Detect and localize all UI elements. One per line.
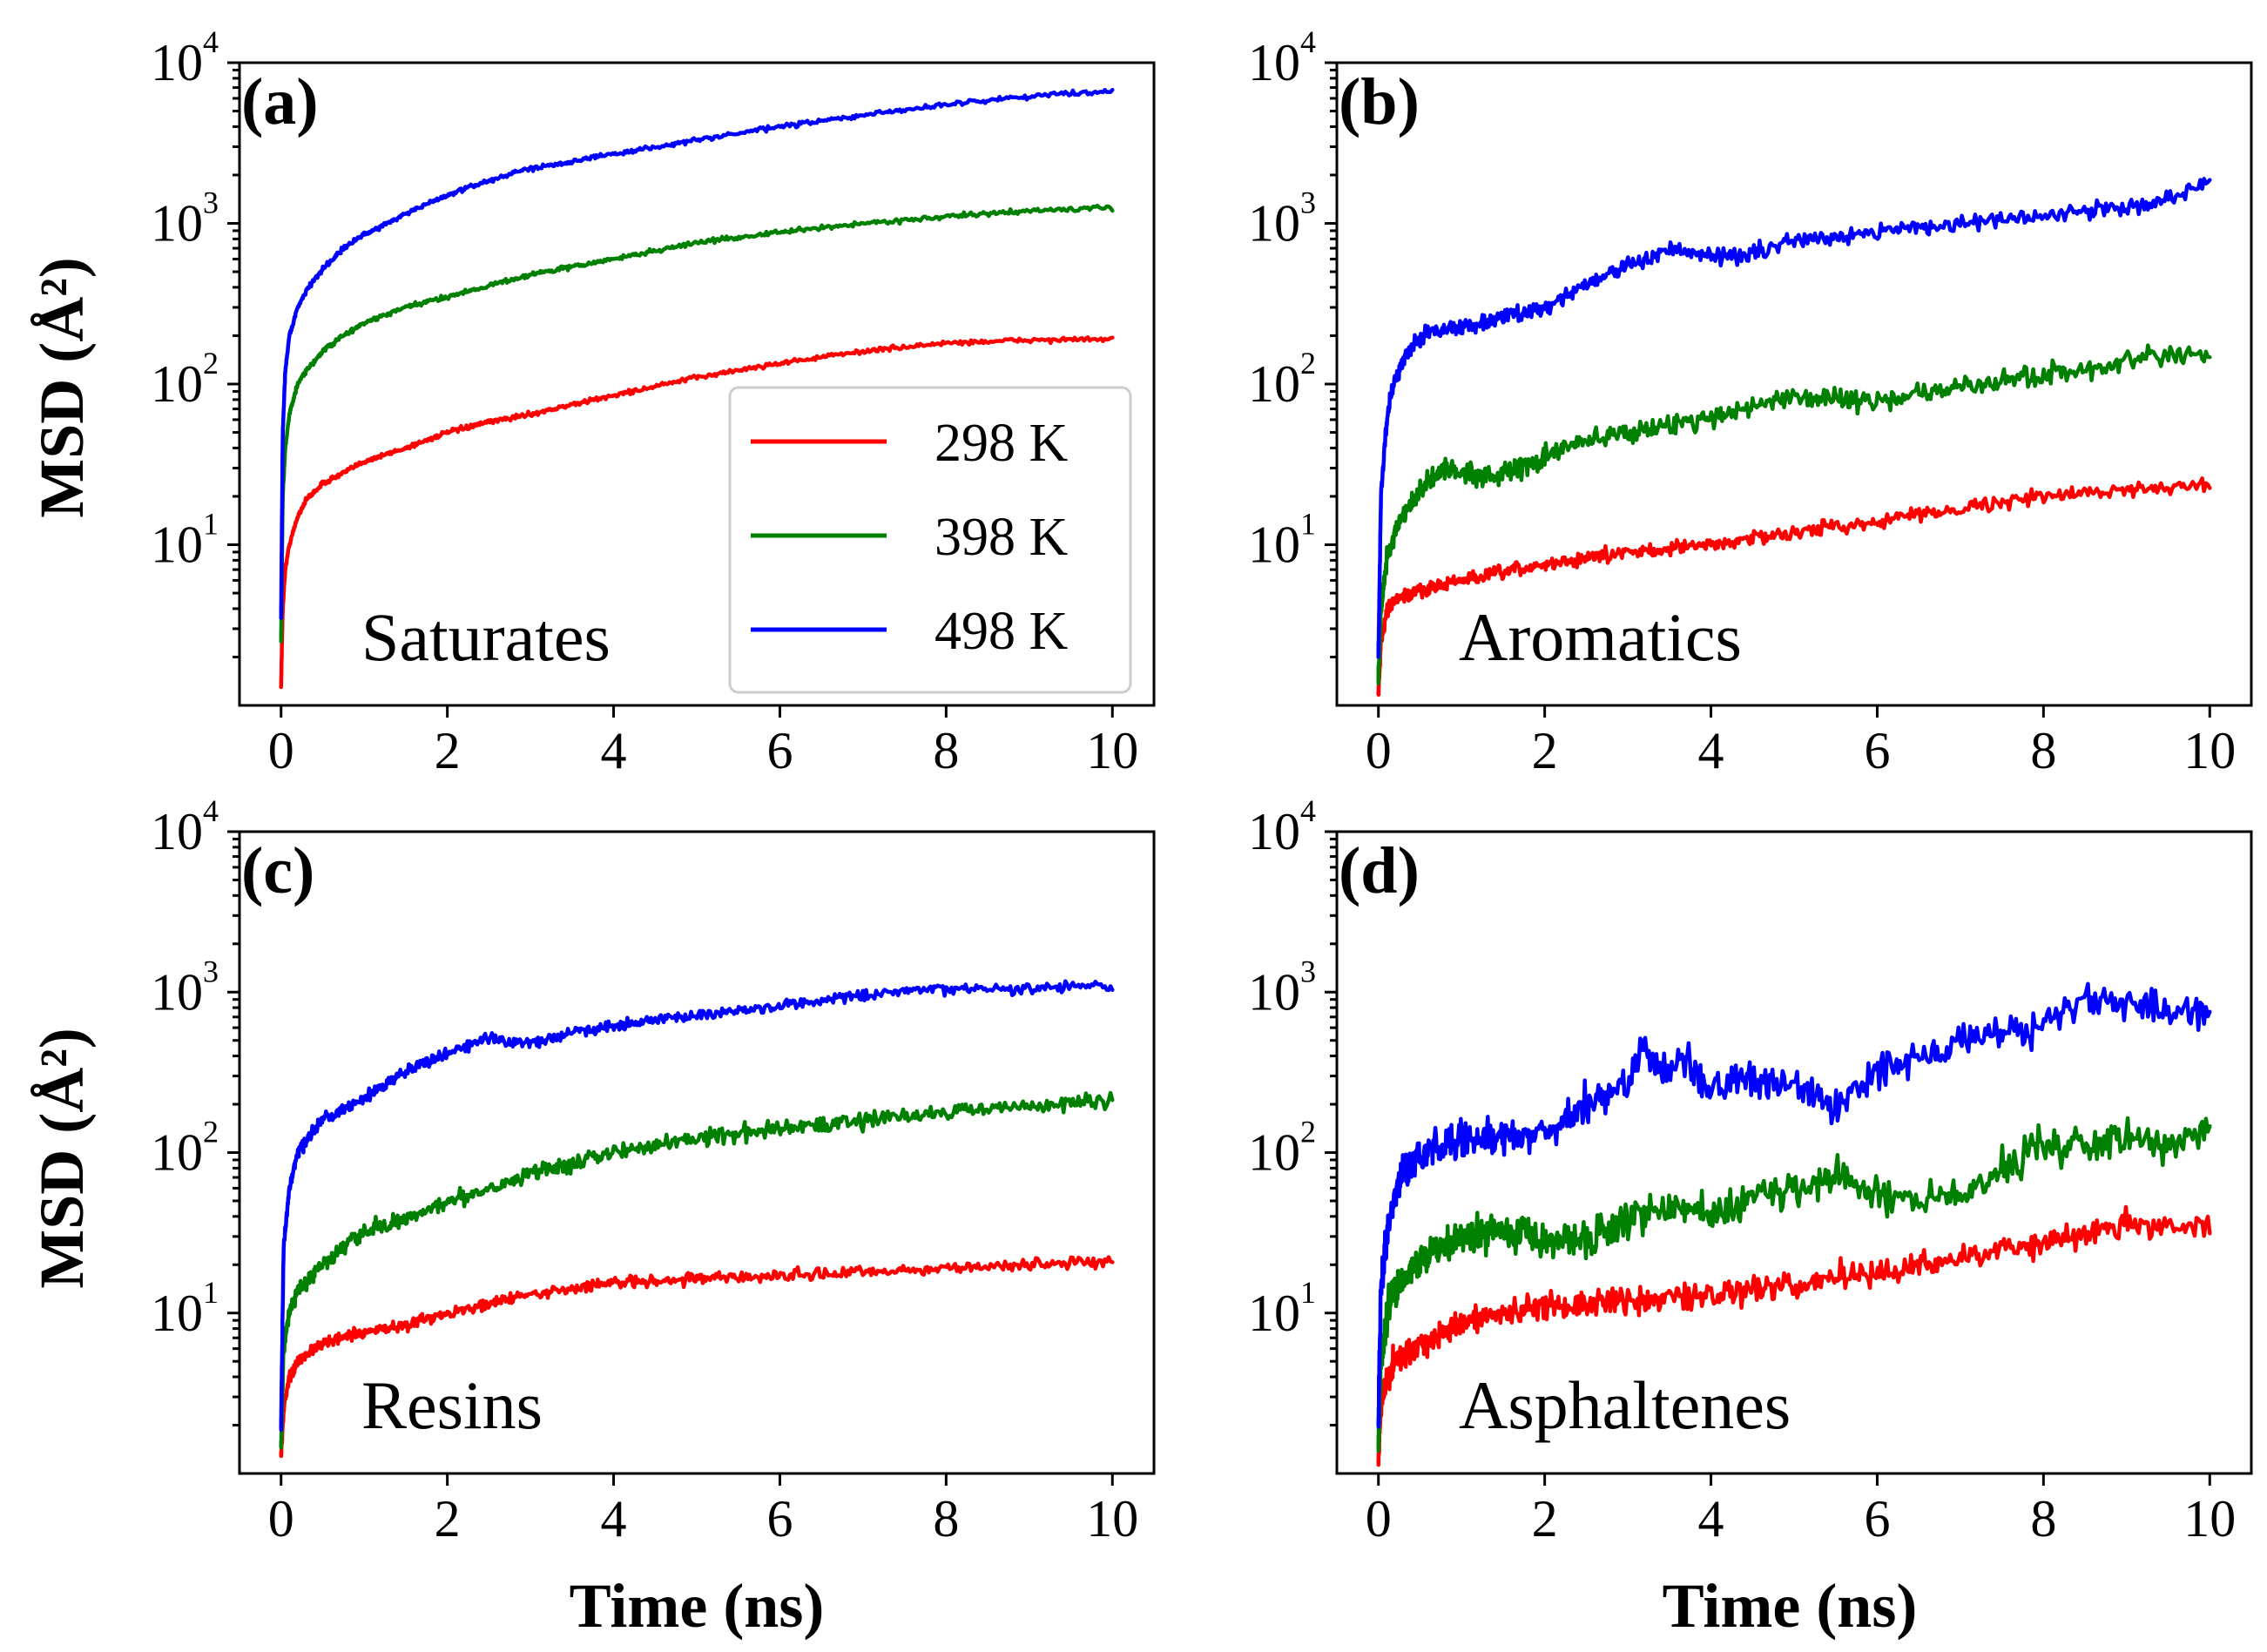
x-tick-label: 8 [933,1490,959,1547]
x-tick-label: 10 [2183,722,2236,779]
x-tick-label: 0 [1366,1490,1392,1547]
y-tick-exponent: 3 [203,954,219,988]
x-tick-label: 2 [435,1490,461,1547]
axis-titles-group: MSD (Å²) MSD (Å²) Time (ns) Time (ns) [27,257,1917,1641]
y-tick-label: 10 [151,355,203,413]
x-tick-label: 10 [2183,1490,2236,1547]
x-axis-title-right: Time (ns) [1663,1571,1918,1641]
y-tick-exponent: 3 [1300,954,1316,988]
x-tick-label: 10 [1086,722,1138,779]
y-tick-exponent: 3 [1300,185,1316,220]
y-tick-label: 10 [1248,1124,1300,1182]
x-tick-label: 6 [766,1490,793,1547]
legend: 298 K 398 K 498 K [728,386,1132,694]
series-498k [279,87,1115,620]
series-298k [1376,1204,2212,1467]
series-398k [1376,343,2212,685]
series-298k [1376,476,2212,697]
x-tick-label: 2 [1532,1490,1558,1547]
y-tick-label: 10 [1248,195,1300,253]
y-tick-label: 10 [1248,963,1300,1021]
series-group [279,979,1115,1459]
y-axis-title-bottom: MSD (Å²) [27,1028,97,1289]
series-group [279,87,1115,690]
y-tick-label: 10 [151,1285,203,1342]
series-398k [279,203,1115,644]
panel-name: Saturates [361,599,611,675]
panel-name: Aromatics [1459,599,1742,675]
x-tick-label: 0 [268,722,294,779]
legend-box [728,386,1132,694]
panel-name: Asphaltenes [1459,1367,1791,1443]
y-tick-exponent: 4 [203,24,219,59]
series-498k [1376,177,2212,659]
panel-label: (a) [241,65,319,138]
y-tick-exponent: 3 [203,185,219,220]
series-group [1376,981,2212,1467]
x-tick-label: 0 [268,1490,294,1547]
panel-label: (b) [1339,65,1420,138]
x-tick-label: 4 [601,1490,627,1547]
panel-label: (c) [241,834,314,907]
y-tick-label: 10 [151,516,203,574]
y-tick-exponent: 1 [1300,1275,1316,1310]
x-tick-label: 6 [1864,1490,1890,1547]
y-tick-label: 10 [151,803,203,860]
y-tick-exponent: 4 [203,793,219,828]
x-tick-label: 4 [1698,722,1724,779]
panel-label: (d) [1339,834,1420,907]
y-tick-exponent: 1 [1300,507,1316,542]
y-tick-exponent: 2 [203,1115,219,1150]
y-tick-exponent: 2 [1300,1115,1316,1150]
y-tick-label: 10 [1248,34,1300,91]
y-tick-label: 10 [1248,355,1300,413]
x-tick-label: 2 [435,722,461,779]
x-tick-label: 0 [1366,722,1392,779]
y-tick-exponent: 1 [203,507,219,542]
x-tick-label: 8 [2030,722,2056,779]
y-tick-exponent: 4 [1300,793,1316,828]
series-398k [1376,1116,2212,1453]
y-tick-exponent: 2 [203,346,219,381]
panel-name: Resins [361,1367,543,1443]
x-tick-label: 8 [933,722,959,779]
y-tick-label: 10 [1248,803,1300,860]
x-tick-label: 4 [601,722,627,779]
legend-label: 398 K [934,508,1069,567]
series-group [1376,177,2212,697]
series-498k [1376,981,2212,1429]
x-axis-title-left: Time (ns) [570,1571,825,1641]
y-tick-exponent: 2 [1300,346,1316,381]
x-tick-label: 8 [2030,1490,2056,1547]
x-tick-label: 10 [1086,1490,1138,1547]
y-tick-label: 10 [1248,516,1300,574]
series-398k [279,1090,1115,1450]
series-298k [279,1255,1115,1459]
legend-label: 498 K [934,602,1069,661]
x-tick-label: 4 [1698,1490,1724,1547]
x-tick-label: 6 [766,722,793,779]
y-tick-label: 10 [151,34,203,91]
series-298k [279,335,1115,690]
x-tick-label: 2 [1532,722,1558,779]
y-tick-label: 10 [151,195,203,253]
y-tick-exponent: 1 [203,1275,219,1310]
legend-label: 298 K [934,414,1069,473]
y-tick-exponent: 4 [1300,24,1316,59]
series-498k [279,979,1115,1433]
y-tick-label: 10 [151,963,203,1021]
y-tick-label: 10 [151,1124,203,1182]
y-axis-title-top: MSD (Å²) [27,257,97,518]
y-tick-label: 10 [1248,1285,1300,1342]
x-tick-label: 6 [1864,722,1890,779]
